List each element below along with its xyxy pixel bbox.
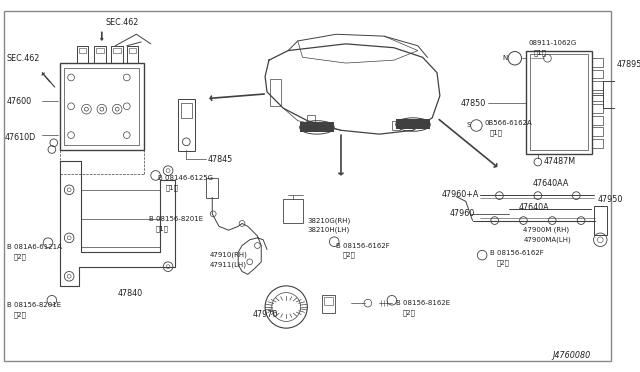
Bar <box>207 178 218 198</box>
Bar <box>180 103 192 118</box>
Text: （2）: （2） <box>13 254 26 260</box>
Text: 08911-1062G: 08911-1062G <box>528 40 577 46</box>
Text: （1）: （1） <box>490 129 503 135</box>
Text: 47640A: 47640A <box>518 203 549 212</box>
Text: 47960+A: 47960+A <box>442 190 479 199</box>
Text: 47970: 47970 <box>253 310 278 319</box>
Text: 38210H(LH): 38210H(LH) <box>307 227 349 234</box>
Text: B 08156-8201E: B 08156-8201E <box>7 302 61 308</box>
Text: B 081A6-6121A: B 081A6-6121A <box>7 244 61 250</box>
Text: 47895: 47895 <box>616 61 640 70</box>
Text: （1）: （1） <box>534 49 547 56</box>
Text: 47487M: 47487M <box>543 157 576 167</box>
Text: N: N <box>502 55 508 61</box>
Bar <box>94 46 106 63</box>
Text: （1）: （1） <box>165 185 178 191</box>
Bar <box>322 295 335 313</box>
Bar <box>591 93 603 102</box>
Bar <box>591 116 603 125</box>
Text: 47640AA: 47640AA <box>533 179 570 187</box>
Text: 47850: 47850 <box>461 99 486 108</box>
Bar <box>591 70 603 78</box>
Text: 47950: 47950 <box>597 195 623 204</box>
Text: B 08156-8162E: B 08156-8162E <box>396 300 450 306</box>
Bar <box>530 54 588 150</box>
Bar <box>77 46 88 63</box>
Text: （2）: （2） <box>497 260 509 266</box>
Text: SEC.462: SEC.462 <box>7 54 40 63</box>
Text: 47610D: 47610D <box>5 134 36 142</box>
Text: B 08156-8201E: B 08156-8201E <box>149 216 203 222</box>
Text: 47600: 47600 <box>7 97 32 106</box>
Bar <box>96 48 104 54</box>
Bar <box>591 105 603 113</box>
Bar <box>270 79 282 106</box>
Text: （2）: （2） <box>343 252 356 259</box>
Bar <box>60 63 144 150</box>
Bar <box>129 48 136 54</box>
Text: 47840: 47840 <box>117 289 142 298</box>
Bar <box>65 68 140 145</box>
Text: B 08156-6162F: B 08156-6162F <box>336 243 390 248</box>
Bar <box>113 48 121 54</box>
Bar <box>111 46 123 63</box>
Bar <box>178 99 195 151</box>
Bar <box>526 51 591 154</box>
Text: 47845: 47845 <box>207 155 233 164</box>
Bar <box>603 81 614 108</box>
Bar <box>591 81 603 90</box>
Text: 47960: 47960 <box>449 209 475 218</box>
Text: 0B566-6162A: 0B566-6162A <box>484 120 532 126</box>
Bar <box>591 128 603 136</box>
Bar <box>307 115 315 125</box>
Bar <box>591 58 603 67</box>
Text: （2）: （2） <box>403 310 415 316</box>
Text: B 08146-6125G: B 08146-6125G <box>159 175 214 181</box>
Text: B 08156-6162F: B 08156-6162F <box>490 250 543 256</box>
Text: SEC.462: SEC.462 <box>106 18 139 27</box>
Text: J4760080: J4760080 <box>552 350 591 360</box>
Text: 38210G(RH): 38210G(RH) <box>307 217 351 224</box>
Bar <box>392 121 399 130</box>
Text: S: S <box>467 122 471 128</box>
Bar <box>127 46 138 63</box>
Bar <box>284 199 303 224</box>
Text: 47900MA(LH): 47900MA(LH) <box>524 237 571 243</box>
Text: 47911(LH): 47911(LH) <box>209 262 246 268</box>
Text: （1）: （1） <box>156 225 168 231</box>
Text: 47910(RH): 47910(RH) <box>209 252 247 259</box>
Text: 47900M (RH): 47900M (RH) <box>524 227 570 234</box>
Bar <box>593 206 607 235</box>
Bar <box>79 48 86 54</box>
Bar <box>591 139 603 148</box>
Bar <box>324 297 333 305</box>
Text: （2）: （2） <box>13 311 26 318</box>
